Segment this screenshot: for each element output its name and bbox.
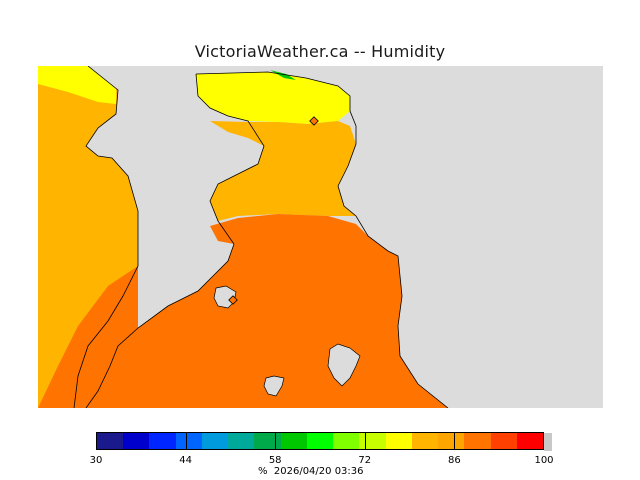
legend-tick-label: 30 [89,455,103,466]
legend-swatch [149,433,176,449]
legend-swatch [359,433,386,449]
color-legend [96,432,552,452]
water-west-yellow [38,66,116,104]
coastline-inlet-west [85,73,265,408]
legend-swatch [280,433,307,449]
legend-swatch [254,433,281,449]
legend-tick-mark [364,432,366,450]
inlet-north-green [270,70,296,80]
legend-tick-mark [185,432,187,450]
legend-swatch [490,433,517,449]
legend-swatch [464,433,491,449]
inlet-mid-amber [210,121,356,221]
map-title: VictoriaWeather.ca -- Humidity [194,42,446,61]
legend-color-bar [96,432,544,450]
legend-swatch [175,433,202,449]
legend-tick-label: 72 [358,455,372,466]
legend-swatch [385,433,412,449]
inlet-north-yellow [196,72,350,124]
legend-swatch [333,433,360,449]
legend-tick-mark [275,432,277,450]
coastline-inlet [195,71,449,408]
legend-swatch [123,433,150,449]
station-marker-north[interactable] [309,116,319,126]
island-small-1 [327,343,361,387]
legend-shadow [544,433,552,451]
station-marker-south[interactable] [228,295,238,305]
legend-tick-label: 44 [179,455,192,466]
legend-tick-label: 100 [534,455,554,466]
legend-tick-label: 58 [268,455,282,466]
unit-label: % [258,466,268,477]
island-small-3 [213,285,237,309]
legend-footer: % 2026/04/20 03:36 [258,466,364,477]
legend-swatch [306,433,334,449]
coastline-west [73,66,139,408]
legend-swatch [228,433,255,449]
legend-swatch [201,433,229,449]
water-west-amber [38,66,138,408]
timestamp: 2026/04/20 03:36 [273,466,364,477]
legend-swatch [516,433,543,449]
legend-swatch [438,433,465,449]
legend-swatch [97,433,124,449]
legend-tick-label: 86 [448,455,461,466]
humidity-map[interactable] [38,66,603,408]
map-canvas [38,66,449,408]
island-small-2 [263,375,285,397]
legend-tick-mark [454,432,456,450]
legend-swatch [411,433,439,449]
